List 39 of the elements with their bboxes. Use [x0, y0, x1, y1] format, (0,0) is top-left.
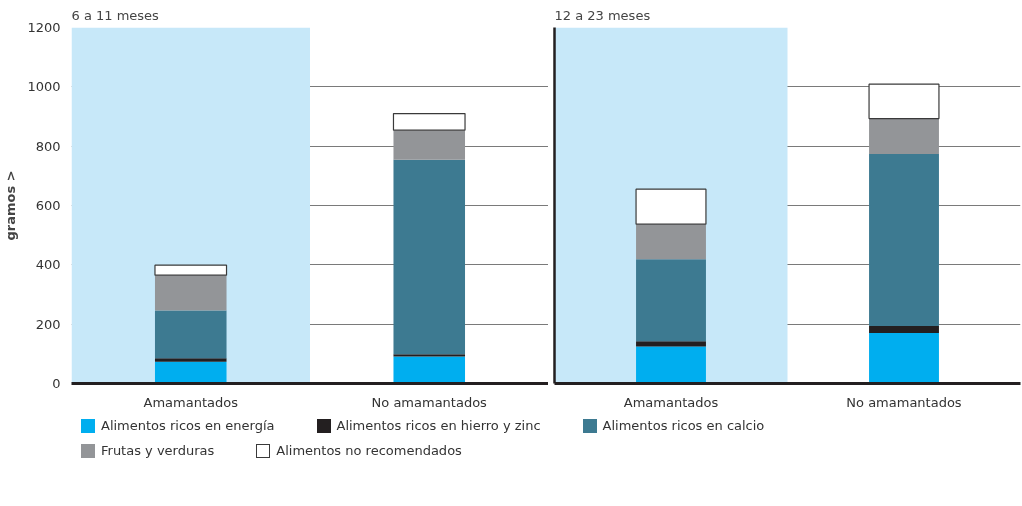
bar	[869, 118, 939, 154]
bar	[154, 310, 227, 359]
y-tick-label: 600	[35, 198, 61, 213]
bar	[392, 112, 466, 131]
bar	[636, 224, 706, 260]
chart-title: 6 a 11 meses	[71, 7, 160, 23]
chart-title: 12 a 23 meses	[554, 7, 651, 23]
x-tick-label: Amamantados	[623, 394, 719, 410]
bar	[154, 358, 227, 362]
bar	[636, 341, 706, 347]
y-tick-label: 1000	[27, 79, 61, 95]
legend-label: Alimentos ricos en hierro y zinc	[336, 417, 541, 435]
bar	[869, 153, 939, 326]
bar	[393, 356, 466, 384]
bar	[635, 188, 707, 225]
bar	[393, 354, 466, 357]
y-tick-label: 0	[52, 376, 61, 391]
bar	[393, 130, 466, 160]
legend-label: Alimentos no recomendados	[276, 441, 462, 460]
y-tick-label: 1200	[27, 20, 61, 35]
bar	[154, 361, 227, 384]
bar	[154, 275, 227, 311]
y-tick-label: 200	[35, 316, 61, 332]
y-tick-label: 800	[35, 138, 61, 154]
x-tick-label: Amamantados	[143, 394, 239, 410]
bar	[868, 83, 940, 120]
x-tick-label: No amamantados	[846, 394, 962, 410]
legend-label: Alimentos ricos en energía	[101, 417, 275, 435]
bar	[869, 325, 939, 334]
legend-label: Alimentos ricos en calcio	[602, 417, 765, 435]
bar	[154, 264, 228, 276]
bar	[393, 159, 466, 355]
bar	[869, 333, 939, 384]
bar	[636, 259, 706, 342]
legend-label: Frutas y verduras	[101, 441, 215, 460]
y-tick-label: 400	[35, 257, 61, 273]
bar	[636, 346, 706, 384]
x-tick-label: No amamantados	[371, 394, 488, 410]
y-axis-title: gramos >	[3, 170, 19, 241]
